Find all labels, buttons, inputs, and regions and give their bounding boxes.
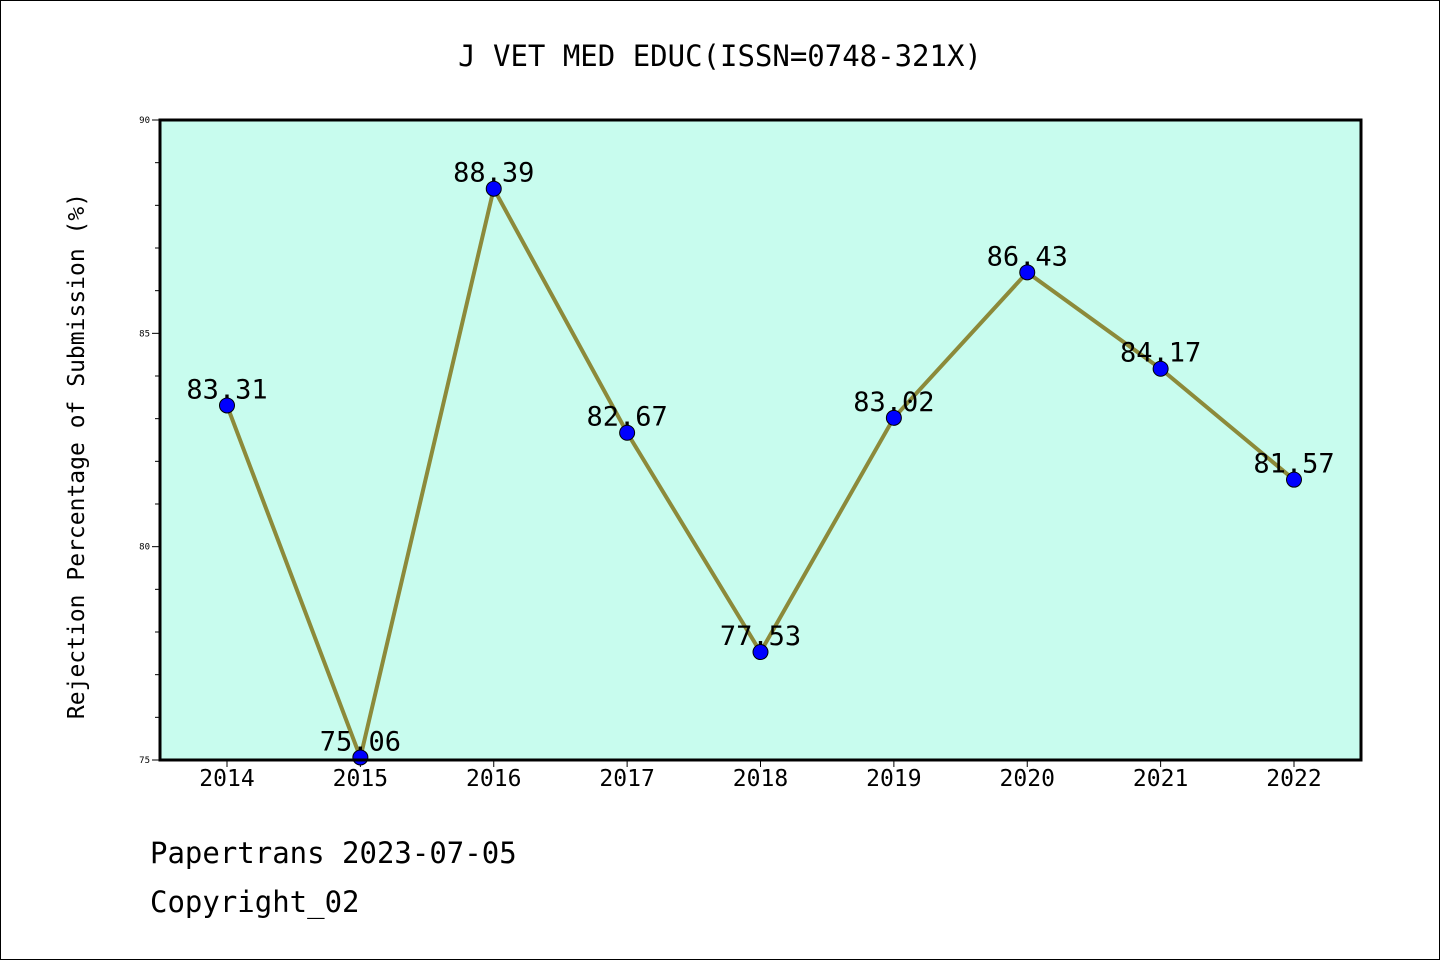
data-point: [752, 644, 769, 661]
data-label: 75.06: [320, 726, 401, 757]
footer-date-text: Papertrans 2023-07-05: [150, 836, 517, 870]
data-label: 82.67: [586, 402, 667, 433]
data-point: [1152, 360, 1169, 377]
data-label: 84.17: [1120, 338, 1201, 369]
x-tick-label: 2020: [1000, 766, 1055, 792]
x-tick-label: 2016: [466, 766, 521, 792]
axis-ticks: 75 80 85 90 2014 2015 2016 2017 2018 2019 2020 2021…: [139, 116, 1322, 792]
data-label: 83.02: [853, 387, 934, 418]
data-label: 77.53: [720, 621, 801, 652]
footer-copyright-text: Copyright_02: [150, 885, 360, 919]
data-label: 86.43: [987, 241, 1068, 272]
data-label: 83.31: [186, 374, 267, 405]
data-labels: 83.31 75.06 88.39 82.67 77.53 83.02 86.43 84.17…: [186, 158, 1334, 758]
x-tick-label: 2019: [866, 766, 921, 792]
x-tick-label: 2022: [1266, 766, 1321, 792]
y-axis-label: Rejection Percentage of Submission (%): [64, 193, 90, 719]
y-tick-label: 80: [139, 543, 150, 553]
series-layer: [219, 180, 1302, 766]
data-point: [885, 409, 902, 426]
data-label: 81.57: [1253, 449, 1334, 480]
x-tick-label: 2015: [333, 766, 388, 792]
x-tick-label: 2021: [1133, 766, 1188, 792]
data-point: [1019, 264, 1036, 281]
data-label: 88.39: [453, 158, 534, 189]
x-tick-label: 2014: [199, 766, 254, 792]
plot-area: [160, 120, 1361, 760]
y-tick-label: 75: [139, 756, 150, 766]
plot-border: [158, 118, 1363, 762]
y-tick-label: 90: [139, 116, 150, 126]
x-tick-label: 2017: [599, 766, 654, 792]
data-point: [485, 180, 502, 197]
data-point: [1286, 471, 1302, 488]
data-point: [219, 397, 235, 414]
data-point: [619, 424, 636, 441]
y-tick-label: 85: [139, 329, 150, 339]
x-tick-label: 2018: [733, 766, 788, 792]
chart-title: J VET MED EDUC(ISSN=0748-321X): [458, 39, 982, 73]
